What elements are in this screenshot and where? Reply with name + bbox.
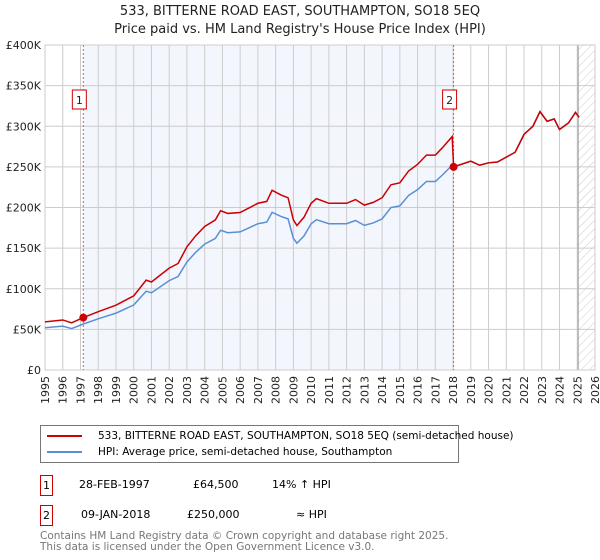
y-tick-label: £400K — [6, 39, 42, 52]
transaction-hpi: ≈ HPI — [296, 508, 327, 521]
sale-label-box — [71, 89, 87, 110]
chart-title: 533, BITTERNE ROAD EAST, SOUTHAMPTON, SO… — [0, 3, 600, 39]
x-tick-label: 2015 — [394, 376, 407, 404]
footer-line-1: Contains HM Land Registry data © Crown c… — [40, 530, 449, 542]
transaction-number: 1 — [40, 475, 53, 496]
x-tick-label: 2019 — [465, 376, 478, 404]
y-tick-label: £100K — [6, 283, 42, 296]
property-price-line — [44, 110, 580, 324]
x-tick-label: 1997 — [74, 376, 87, 404]
transaction-price: £64,500 — [193, 478, 239, 491]
x-tick-label: 2022 — [518, 376, 531, 404]
legend: 533, BITTERNE ROAD EAST, SOUTHAMPTON, SO… — [40, 425, 514, 463]
x-tick-label: 2014 — [376, 376, 389, 404]
sale-point — [79, 313, 88, 322]
title-line-2: Price paid vs. HM Land Registry's House … — [114, 22, 486, 37]
footer: Contains HM Land Registry data © Crown c… — [40, 531, 448, 553]
y-tick-label: £150K — [6, 242, 42, 255]
x-tick-label: 2011 — [323, 376, 336, 404]
y-tick-label: £250K — [6, 161, 42, 174]
x-tick-label: 2003 — [181, 376, 194, 404]
x-tick-label: 2005 — [216, 376, 229, 404]
title-line-1: 533, BITTERNE ROAD EAST, SOUTHAMPTON, SO… — [119, 4, 481, 19]
price-chart: 1995 1996 1997 1998 1999 2000 2001 2002 2003 2004… — [6, 39, 600, 404]
x-tick-label: 2004 — [199, 376, 212, 404]
x-tick-label: 2010 — [305, 376, 318, 404]
transaction-row: 1 28-FEB-1997 £64,500 14% ↑ HPI — [40, 475, 440, 496]
x-tick-label: 2023 — [536, 376, 549, 404]
x-tick-label: 2017 — [429, 376, 442, 404]
y-tick-label: £300K — [6, 120, 42, 133]
sale-label: 1 — [76, 94, 83, 107]
x-tick-label: 2009 — [287, 376, 300, 404]
sale-label: 2 — [446, 94, 453, 107]
y-tick-label: £200K — [6, 202, 42, 215]
x-tick-label: 2006 — [234, 376, 247, 404]
x-tick-label: 2020 — [483, 376, 496, 404]
transaction-number: 2 — [40, 505, 53, 526]
legend-label: 533, BITTERNE ROAD EAST, SOUTHAMPTON, SO… — [98, 430, 514, 442]
y-tick-label: £50K — [13, 323, 42, 336]
x-tick-label: 2000 — [128, 376, 141, 404]
y-tick-label: £350K — [6, 80, 42, 93]
x-tick-label: 2007 — [252, 376, 265, 404]
x-tick-label: 2008 — [270, 376, 283, 404]
plot-frame — [44, 44, 596, 371]
x-tick-label: 2026 — [589, 376, 600, 404]
transaction-date: 09-JAN-2018 — [81, 508, 151, 521]
x-tick-label: 2025 — [571, 376, 584, 404]
x-tick-label: 2021 — [500, 376, 513, 404]
legend-label: HPI: Average price, semi-detached house,… — [98, 446, 393, 458]
x-tick-label: 2012 — [341, 376, 354, 404]
transaction-row: 2 09-JAN-2018 £250,000 ≈ HPI — [40, 505, 440, 526]
x-tick-label: 2018 — [447, 376, 460, 404]
x-tick-label: 2016 — [412, 376, 425, 404]
transaction-hpi: 14% ↑ HPI — [272, 478, 331, 491]
sale-point — [449, 162, 458, 171]
transaction-price: £250,000 — [187, 508, 240, 521]
y-tick-label: £0 — [27, 364, 41, 377]
sale-label-box — [442, 89, 458, 110]
legend-swatch-red — [47, 435, 82, 437]
x-tick-label: 1998 — [92, 376, 105, 404]
x-tick-label: 1995 — [39, 376, 52, 404]
transaction-date: 28-FEB-1997 — [79, 478, 150, 491]
footer-line-2: This data is licensed under the Open Gov… — [40, 541, 375, 553]
x-tick-label: 1999 — [110, 376, 123, 404]
x-tick-label: 2013 — [358, 376, 371, 404]
legend-swatch-blue — [47, 451, 82, 453]
x-tick-label: 1996 — [57, 376, 70, 404]
x-tick-label: 2024 — [554, 376, 567, 404]
x-tick-label: 2001 — [145, 376, 158, 404]
x-tick-label: 2002 — [163, 376, 176, 404]
